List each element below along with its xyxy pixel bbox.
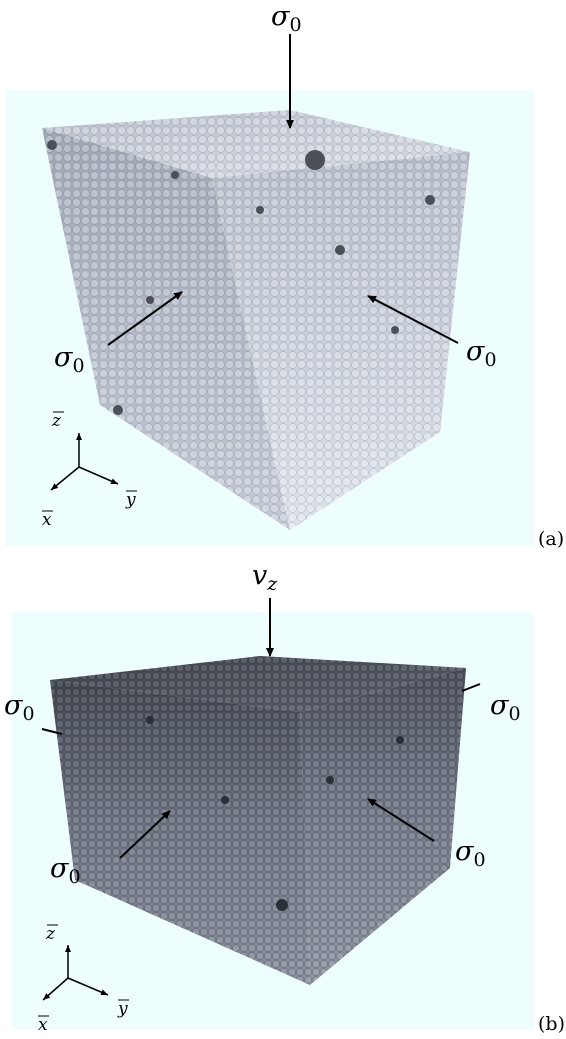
axes-triad-b: z x y xyxy=(38,924,129,1035)
load-label-right-b: σ0 xyxy=(455,836,486,871)
axis-y-label-b: y xyxy=(117,999,128,1019)
axis-x-label-a: x xyxy=(42,510,52,530)
cube-a-grain-texture xyxy=(42,110,470,530)
panel-a-cube xyxy=(42,110,470,530)
axis-z-label-b: z xyxy=(45,924,56,944)
axis-z-label-a: z xyxy=(51,411,62,431)
panel-label-b: (b) xyxy=(538,1013,565,1035)
load-arrow-right-b xyxy=(367,798,435,842)
load-label-left-b: σ0 xyxy=(50,853,81,888)
panel-b-cube xyxy=(50,656,466,985)
load-label-left-a: σ0 xyxy=(54,342,85,377)
side-label-left-b: σ0 xyxy=(4,690,35,725)
axis-y-b xyxy=(67,977,109,996)
axis-y-a xyxy=(78,466,119,485)
side-marker-right-b xyxy=(461,683,481,692)
axis-x-a xyxy=(50,466,80,491)
load-arrow-left-a xyxy=(107,291,183,346)
axis-x-b xyxy=(42,977,69,1001)
load-label-right-a: σ0 xyxy=(466,336,497,371)
cube-b-grain-texture xyxy=(50,656,466,985)
panel-b: vz σ0 σ0 σ0 σ0 z x y (b) xyxy=(4,560,565,1035)
load-label-top-a: σ0 xyxy=(271,1,302,36)
side-marker-left-b xyxy=(41,728,63,735)
panel-a: σ0 σ0 σ0 z x y (a) xyxy=(5,1,564,550)
load-arrow-right-a xyxy=(367,295,459,344)
cube-a-dark-particles xyxy=(47,140,435,415)
axis-x-label-b: x xyxy=(38,1015,48,1035)
load-label-top-b: vz xyxy=(252,560,278,595)
panel-label-a: (a) xyxy=(538,528,564,550)
cube-b-dark-particles xyxy=(146,716,404,911)
axes-triad-a: z x y xyxy=(42,411,137,530)
side-label-right-b: σ0 xyxy=(490,690,521,725)
axis-y-label-a: y xyxy=(125,490,136,510)
load-arrow-left-b xyxy=(119,810,171,859)
